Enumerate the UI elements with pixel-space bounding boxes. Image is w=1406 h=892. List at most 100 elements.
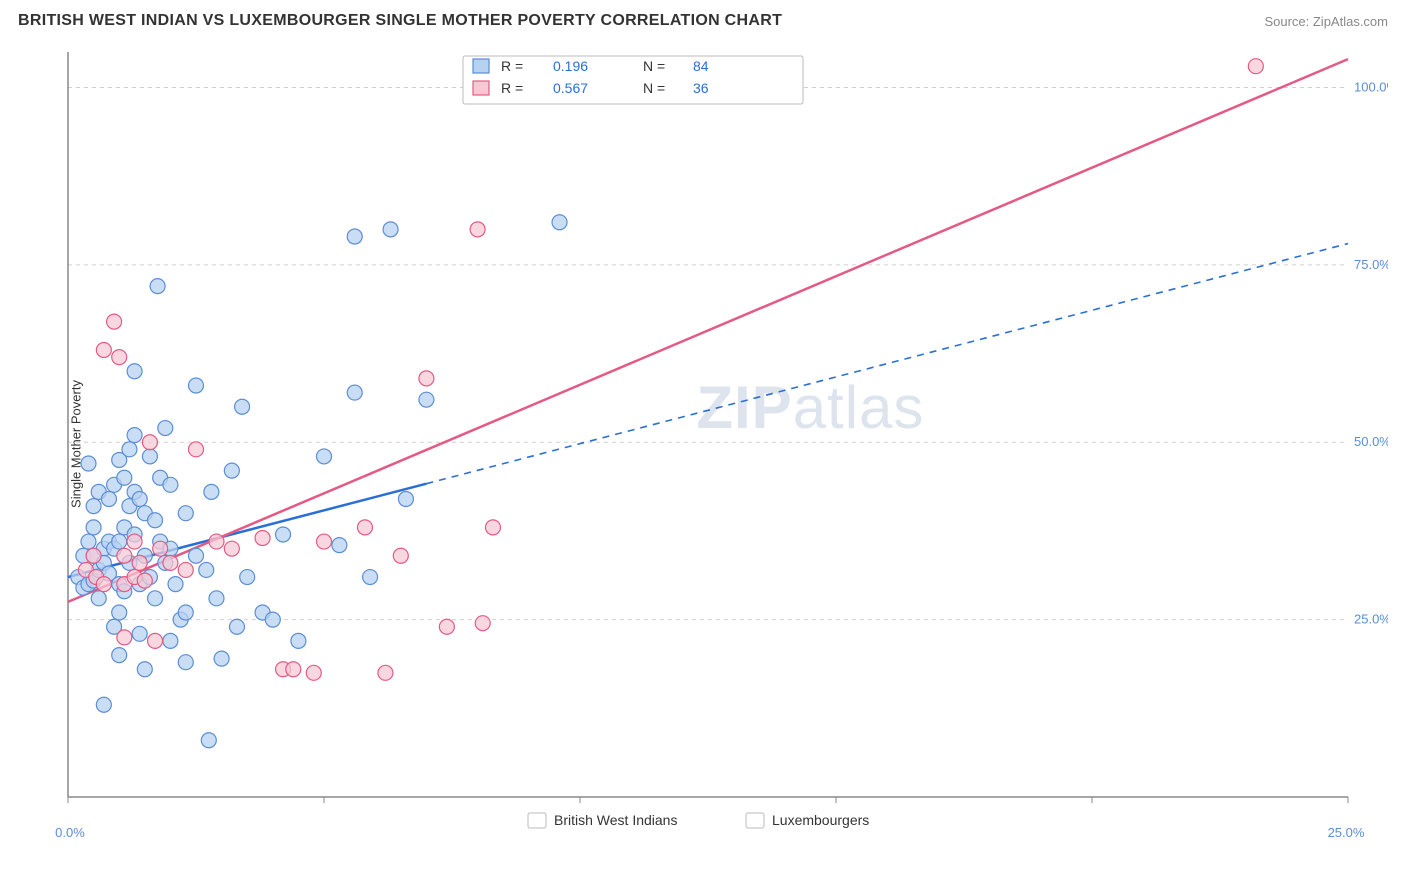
trend-line-extension (426, 244, 1348, 484)
data-point (117, 548, 132, 563)
r-label: R = (501, 58, 523, 74)
data-point (240, 570, 255, 585)
data-point (150, 279, 165, 294)
chart-header: BRITISH WEST INDIAN VS LUXEMBOURGER SING… (18, 12, 1388, 30)
y-tick-label: 50.0% (1354, 434, 1388, 449)
data-point (117, 470, 132, 485)
chart-container: Single Mother Poverty ZIPatlas25.0%50.0%… (18, 34, 1388, 854)
n-label: N = (643, 80, 665, 96)
r-value: 0.196 (553, 58, 588, 74)
data-point (363, 570, 378, 585)
legend-swatch (746, 813, 764, 828)
data-point (158, 421, 173, 436)
data-point (332, 538, 347, 553)
data-point (163, 633, 178, 648)
data-point (204, 484, 219, 499)
data-point (189, 378, 204, 393)
data-point (142, 435, 157, 450)
x-tick-label: 0.0% (55, 825, 85, 840)
legend-swatch (473, 81, 489, 95)
data-point (552, 215, 567, 230)
data-point (286, 662, 301, 677)
data-point (122, 442, 137, 457)
data-point (148, 633, 163, 648)
data-point (383, 222, 398, 237)
data-point (201, 733, 216, 748)
data-point (276, 527, 291, 542)
r-label: R = (501, 80, 523, 96)
data-point (470, 222, 485, 237)
data-point (86, 520, 101, 535)
data-point (398, 492, 413, 507)
data-point (137, 573, 152, 588)
data-point (224, 463, 239, 478)
legend-label: Luxembourgers (772, 812, 869, 828)
scatter-chart: ZIPatlas25.0%50.0%75.0%100.0%0.0%25.0%R … (18, 34, 1388, 854)
data-point (224, 541, 239, 556)
data-point (168, 577, 183, 592)
data-point (107, 314, 122, 329)
data-point (127, 364, 142, 379)
data-point (317, 449, 332, 464)
y-tick-label: 75.0% (1354, 257, 1388, 272)
data-point (199, 562, 214, 577)
data-point (112, 605, 127, 620)
data-point (137, 662, 152, 677)
y-axis-label: Single Mother Poverty (68, 380, 83, 508)
data-point (96, 697, 111, 712)
source-label: Source: (1264, 14, 1312, 29)
data-point (178, 605, 193, 620)
data-point (229, 619, 244, 634)
data-point (235, 399, 250, 414)
data-point (317, 534, 332, 549)
data-point (86, 499, 101, 514)
data-point (209, 534, 224, 549)
data-point (101, 492, 116, 507)
data-point (378, 665, 393, 680)
data-point (347, 229, 362, 244)
data-point (148, 591, 163, 606)
n-value: 84 (693, 58, 709, 74)
source-value: ZipAtlas.com (1313, 14, 1388, 29)
chart-title: BRITISH WEST INDIAN VS LUXEMBOURGER SING… (18, 12, 782, 30)
data-point (153, 541, 168, 556)
data-point (132, 492, 147, 507)
data-point (255, 531, 270, 546)
data-point (189, 548, 204, 563)
data-point (96, 577, 111, 592)
data-point (209, 591, 224, 606)
legend-label: British West Indians (554, 812, 677, 828)
data-point (485, 520, 500, 535)
data-point (117, 630, 132, 645)
x-tick-label: 25.0% (1328, 825, 1365, 840)
data-point (347, 385, 362, 400)
data-point (81, 534, 96, 549)
data-point (112, 350, 127, 365)
data-point (189, 442, 204, 457)
legend-swatch (473, 59, 489, 73)
data-point (178, 655, 193, 670)
legend-swatch (528, 813, 546, 828)
data-point (132, 555, 147, 570)
data-point (357, 520, 372, 535)
n-label: N = (643, 58, 665, 74)
data-point (265, 612, 280, 627)
data-point (132, 626, 147, 641)
data-point (142, 449, 157, 464)
y-tick-label: 25.0% (1354, 612, 1388, 627)
data-point (393, 548, 408, 563)
data-point (91, 591, 106, 606)
data-point (291, 633, 306, 648)
data-point (127, 428, 142, 443)
data-point (1248, 59, 1263, 74)
data-point (163, 477, 178, 492)
data-point (96, 343, 111, 358)
data-point (214, 651, 229, 666)
data-point (127, 534, 142, 549)
data-point (419, 392, 434, 407)
data-point (475, 616, 490, 631)
data-point (306, 665, 321, 680)
n-value: 36 (693, 80, 709, 96)
data-point (112, 534, 127, 549)
data-point (148, 513, 163, 528)
